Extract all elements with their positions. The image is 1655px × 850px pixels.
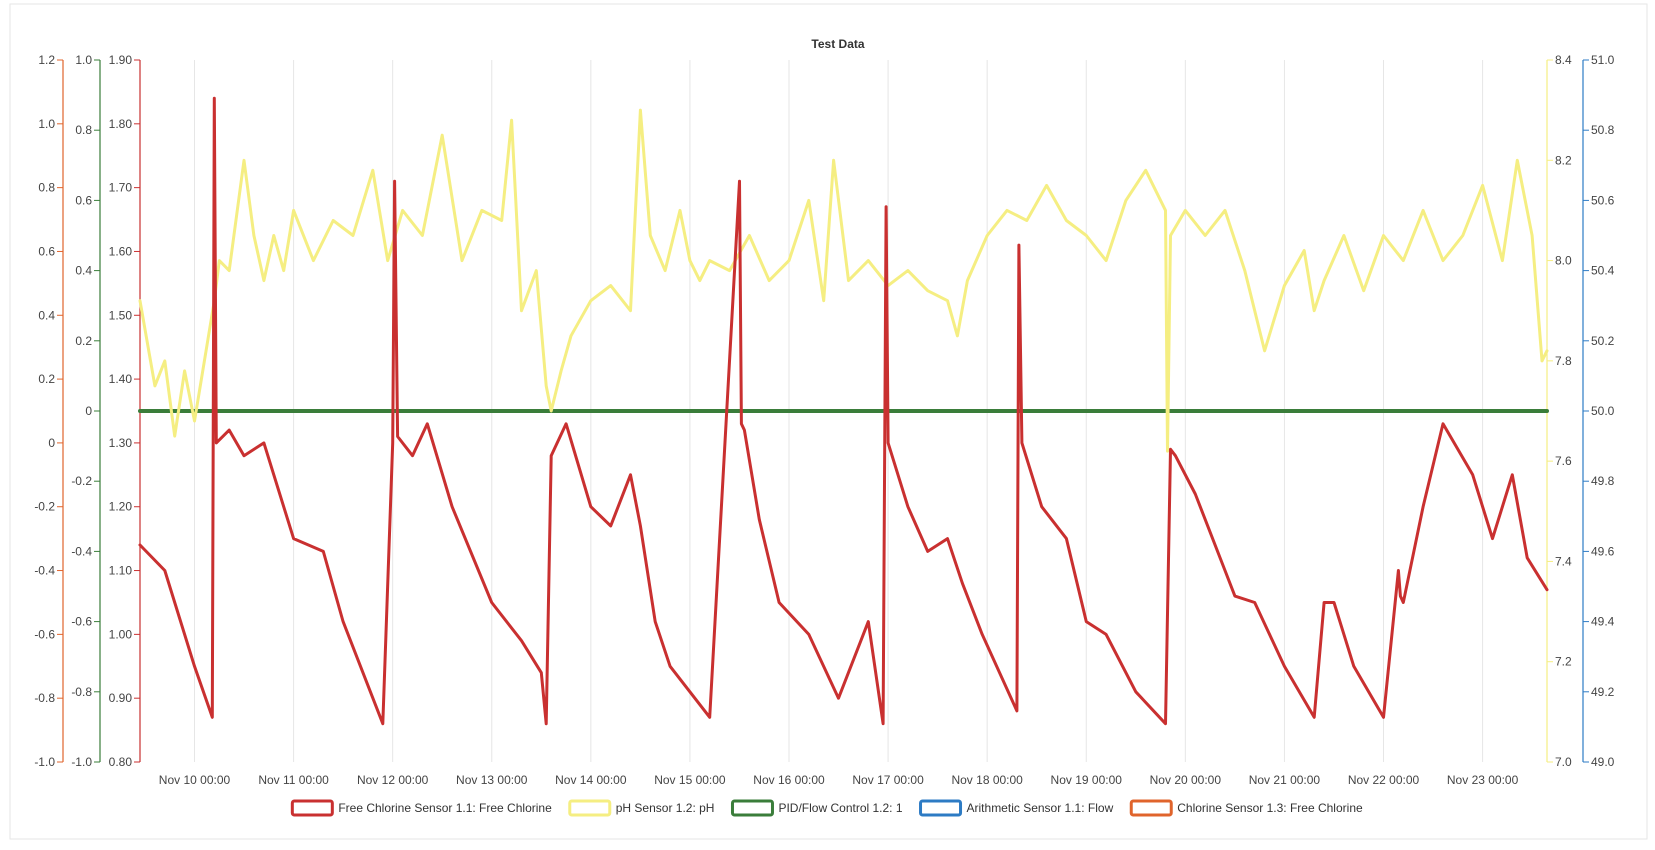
y-tick-label-ph: 8.4 <box>1555 53 1572 67</box>
series-line-0 <box>138 96 1549 726</box>
legend-swatch <box>919 799 963 817</box>
y-tick-label-pid: 0.6 <box>75 193 92 207</box>
y-tick-label-freecl: 1.80 <box>109 117 133 131</box>
y-tick-label-freecl: 1.00 <box>109 627 133 641</box>
y-tick-label-chlorine13: 1.0 <box>38 117 55 131</box>
x-axis-ticks: Nov 10 00:00 Nov 11 00:00 Nov 12 00:00 Nov … <box>159 773 1519 787</box>
y-tick-label-pid: -0.8 <box>71 685 92 699</box>
y-tick-label-freecl: 0.80 <box>109 755 133 769</box>
y-tick-label-flow: 49.4 <box>1591 615 1615 629</box>
x-tick-label: Nov 17 00:00 <box>852 773 924 787</box>
y-tick-label-chlorine13: 1.2 <box>38 53 55 67</box>
legend-label: Free Chlorine Sensor 1.1: Free Chlorine <box>338 801 552 815</box>
y-tick-label-freecl: 1.90 <box>109 53 133 67</box>
y-tick-label-flow: 50.0 <box>1591 404 1615 418</box>
legend-swatch <box>730 799 774 817</box>
chart-title: Test Data <box>811 37 864 51</box>
y-tick-label-ph: 7.0 <box>1555 755 1572 769</box>
y-tick-label-chlorine13: -0.8 <box>34 691 55 705</box>
y-tick-label-flow: 50.2 <box>1591 334 1615 348</box>
series-line-1 <box>138 108 1549 453</box>
y-tick-label-pid: 0 <box>85 404 92 418</box>
y-tick-label-freecl: 1.20 <box>109 500 133 514</box>
y-tick-label-pid: -0.4 <box>71 544 92 558</box>
legend-item[interactable]: PID/Flow Control 1.2: 1 <box>730 799 903 817</box>
y-tick-label-chlorine13: 0.2 <box>38 372 55 386</box>
y-tick-label-freecl: 1.10 <box>109 564 133 578</box>
y-tick-label-pid: -1.0 <box>71 755 92 769</box>
legend-swatch <box>290 799 334 817</box>
y-tick-label-freecl: 1.50 <box>109 308 133 322</box>
x-tick-label: Nov 15 00:00 <box>654 773 726 787</box>
y-tick-label-pid: 0.4 <box>75 264 92 278</box>
y-tick-label-flow: 51.0 <box>1591 53 1615 67</box>
y-tick-label-chlorine13: -0.2 <box>34 500 55 514</box>
legend-swatch <box>1129 799 1173 817</box>
series <box>138 96 1549 726</box>
y-tick-label-flow: 49.8 <box>1591 474 1615 488</box>
y-tick-label-flow: 50.4 <box>1591 264 1615 278</box>
y-tick-label-ph: 7.6 <box>1555 454 1572 468</box>
y-tick-label-flow: 49.6 <box>1591 544 1615 558</box>
y-tick-label-chlorine13: -0.6 <box>34 627 55 641</box>
y-tick-label-chlorine13: -1.0 <box>34 755 55 769</box>
y-tick-label-pid: 1.0 <box>75 53 92 67</box>
y-tick-label-freecl: 1.30 <box>109 436 133 450</box>
x-tick-label: Nov 16 00:00 <box>753 773 825 787</box>
legend-item[interactable]: Arithmetic Sensor 1.1: Flow <box>919 799 1114 817</box>
legend-label: pH Sensor 1.2: pH <box>616 801 715 815</box>
x-tick-label: Nov 13 00:00 <box>456 773 528 787</box>
x-tick-label: Nov 20 00:00 <box>1150 773 1222 787</box>
y-tick-label-chlorine13: 0.8 <box>38 181 55 195</box>
x-tick-label: Nov 11 00:00 <box>258 773 329 787</box>
x-tick-label: Nov 23 00:00 <box>1447 773 1519 787</box>
y-tick-label-freecl: 0.90 <box>109 691 133 705</box>
y-tick-label-ph: 8.2 <box>1555 153 1572 167</box>
y-tick-label-chlorine13: -0.4 <box>34 564 55 578</box>
x-tick-label: Nov 18 00:00 <box>951 773 1023 787</box>
legend: Free Chlorine Sensor 1.1: Free Chlorine p… <box>290 799 1363 817</box>
y-tick-label-freecl: 1.60 <box>109 244 133 258</box>
x-tick-label: Nov 19 00:00 <box>1051 773 1123 787</box>
y-tick-label-freecl: 1.70 <box>109 181 133 195</box>
y-tick-label-pid: 0.8 <box>75 123 92 137</box>
y-tick-label-ph: 7.8 <box>1555 354 1572 368</box>
x-tick-label: Nov 10 00:00 <box>159 773 231 787</box>
y-tick-label-ph: 7.2 <box>1555 655 1572 669</box>
legend-label: PID/Flow Control 1.2: 1 <box>778 801 902 815</box>
y-tick-label-pid: -0.2 <box>71 474 92 488</box>
axes: -1.0 -0.8 -0.6 -0.4 -0.2 0 0.2 0.4 0.6 0.8 1.0 1.2 -… <box>34 53 1614 769</box>
x-tick-label: Nov 21 00:00 <box>1249 773 1321 787</box>
y-tick-label-flow: 50.8 <box>1591 123 1615 137</box>
chart-panel <box>9 3 1648 840</box>
y-tick-label-chlorine13: 0.6 <box>38 244 55 258</box>
x-tick-label: Nov 22 00:00 <box>1348 773 1420 787</box>
y-tick-label-freecl: 1.40 <box>109 372 133 386</box>
legend-item[interactable]: pH Sensor 1.2: pH <box>568 799 715 817</box>
y-tick-label-ph: 8.0 <box>1555 254 1572 268</box>
legend-label: Chlorine Sensor 1.3: Free Chlorine <box>1177 801 1363 815</box>
y-tick-label-chlorine13: 0 <box>48 436 55 450</box>
y-tick-label-flow: 50.6 <box>1591 193 1615 207</box>
y-tick-label-pid: 0.2 <box>75 334 92 348</box>
legend-swatch <box>568 799 612 817</box>
x-tick-label: Nov 12 00:00 <box>357 773 429 787</box>
legend-item[interactable]: Chlorine Sensor 1.3: Free Chlorine <box>1129 799 1363 817</box>
y-tick-label-ph: 7.4 <box>1555 554 1572 568</box>
y-tick-label-flow: 49.2 <box>1591 685 1615 699</box>
legend-label: Arithmetic Sensor 1.1: Flow <box>967 801 1114 815</box>
x-tick-label: Nov 14 00:00 <box>555 773 627 787</box>
y-tick-label-flow: 49.0 <box>1591 755 1615 769</box>
y-tick-label-chlorine13: 0.4 <box>38 308 55 322</box>
legend-item[interactable]: Free Chlorine Sensor 1.1: Free Chlorine <box>290 799 552 817</box>
y-tick-label-pid: -0.6 <box>71 615 92 629</box>
